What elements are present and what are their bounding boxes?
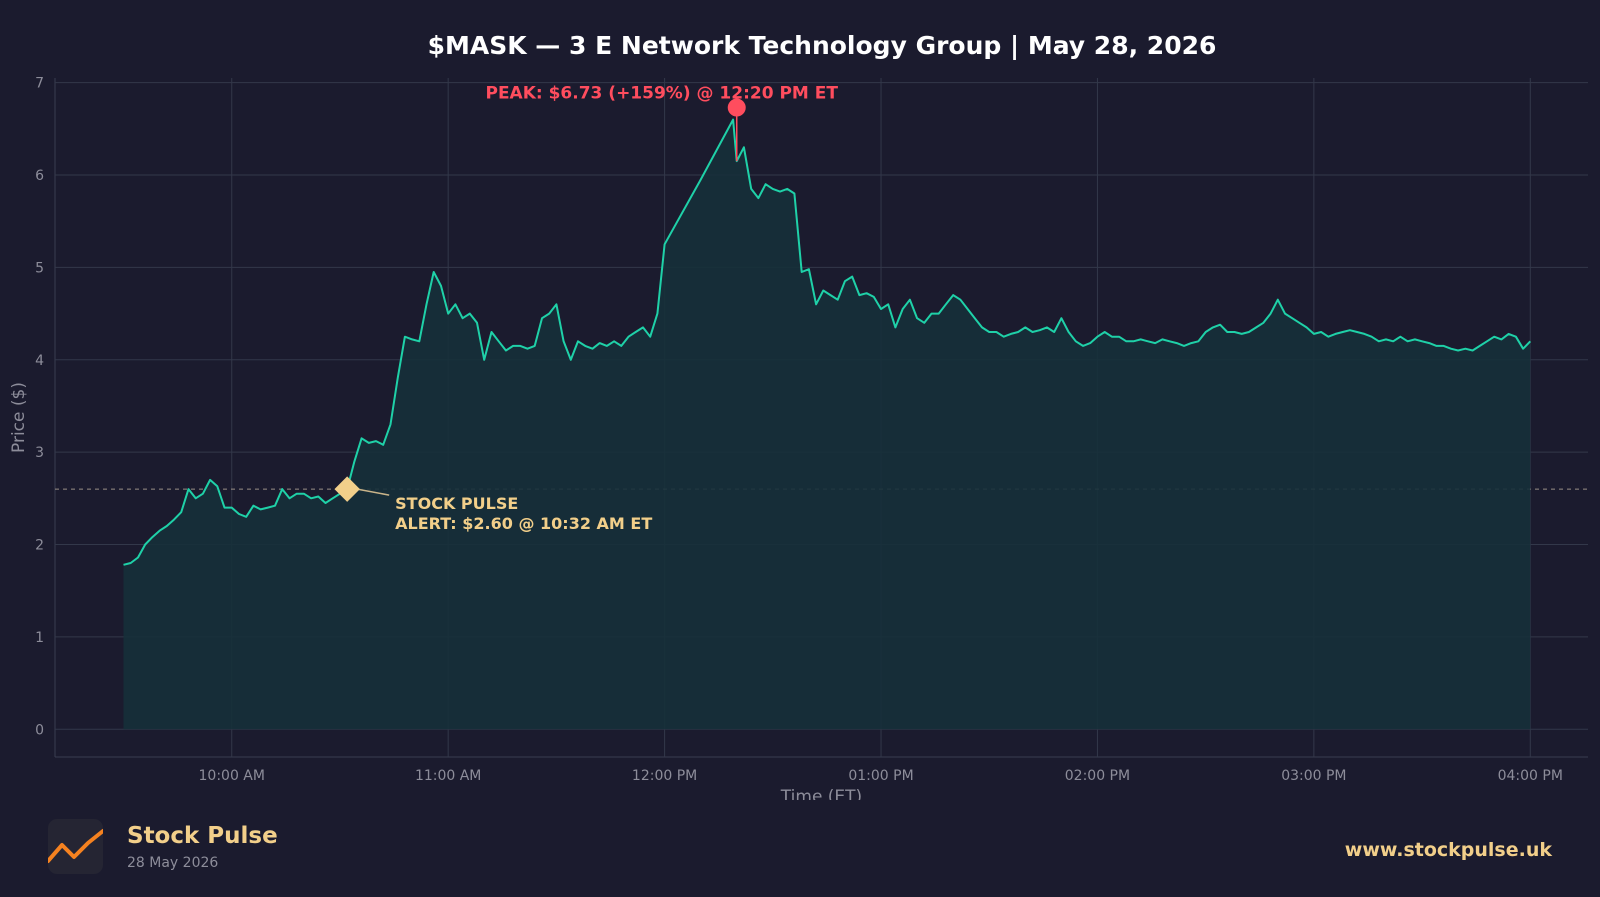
- footer: Stock Pulse 28 May 2026 www.stockpulse.u…: [0, 797, 1600, 897]
- y-tick-label: 0: [35, 722, 44, 738]
- price-chart: 0 1 2 3 4 5 6 7 10:00 AM 11:00 AM 12:00 PM 01:00 PM…: [9, 31, 1588, 800]
- x-tick-label: 12:00 PM: [632, 768, 697, 784]
- y-axis-label: Price ($): [9, 382, 29, 453]
- x-tick-label: 02:00 PM: [1065, 768, 1130, 784]
- peak-marker: [727, 98, 746, 117]
- brand-date: 28 May 2026: [127, 855, 219, 871]
- x-axis-label: Time (ET): [780, 787, 862, 800]
- y-tick-label: 2: [35, 538, 44, 554]
- x-tick-label: 10:00 AM: [199, 768, 265, 784]
- x-tick-label: 11:00 AM: [415, 768, 481, 784]
- website-link[interactable]: www.stockpulse.uk: [1344, 839, 1552, 861]
- y-tick-label: 1: [35, 630, 44, 646]
- peak-label: PEAK: $6.73 (+159%) @ 12:20 PM ET: [485, 84, 838, 104]
- y-tick-label: 3: [35, 445, 44, 461]
- y-tick-label: 6: [35, 168, 44, 184]
- price-area-fill: [123, 119, 1531, 730]
- y-tick-label: 7: [35, 76, 44, 92]
- stock-pulse-logo-icon: [46, 819, 105, 874]
- brand-name: Stock Pulse: [127, 823, 278, 849]
- axis-ticks: 0 1 2 3 4 5 6 7 10:00 AM 11:00 AM 12:00 PM 01:00 PM…: [35, 76, 1563, 784]
- x-tick-label: 04:00 PM: [1498, 768, 1563, 784]
- y-tick-label: 5: [35, 260, 44, 276]
- chart-title: $MASK — 3 E Network Technology Group | M…: [428, 31, 1217, 60]
- x-tick-label: 01:00 PM: [848, 768, 913, 784]
- alert-label-line1: STOCK PULSE: [395, 494, 518, 513]
- x-tick-label: 03:00 PM: [1281, 768, 1346, 784]
- alert-label-line2: ALERT: $2.60 @ 10:32 AM ET: [395, 514, 652, 533]
- alert-connector: [357, 488, 390, 496]
- alert-marker: [334, 476, 360, 502]
- y-tick-label: 4: [35, 353, 44, 369]
